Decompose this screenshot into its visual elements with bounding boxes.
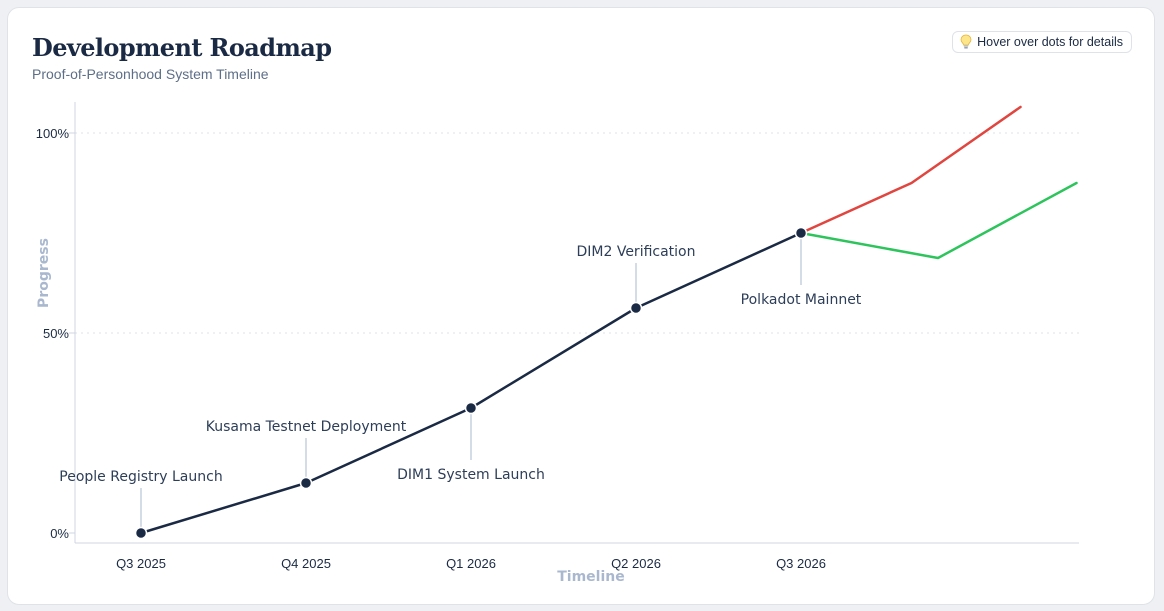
hint-text: Hover over dots for details <box>977 35 1123 49</box>
x-tick-label: Q4 2025 <box>281 556 331 571</box>
milestone-labels: People Registry Launch Kusama Testnet Dep… <box>59 244 862 485</box>
lightbulb-icon <box>960 34 972 50</box>
milestone-point[interactable] <box>794 226 808 240</box>
y-tick-label: 0% <box>50 526 69 541</box>
milestone-point[interactable] <box>464 401 478 415</box>
y-axis-title: Progress <box>36 238 52 308</box>
milestone-label: Polkadot Mainnet <box>741 292 862 308</box>
x-tick-label: Q1 2026 <box>446 556 496 571</box>
data-points[interactable] <box>134 226 808 540</box>
projection-line-2 <box>799 181 1078 260</box>
chart-title: Development Roadmap <box>32 33 332 62</box>
milestone-point[interactable] <box>629 301 643 315</box>
main-series-line <box>139 231 803 535</box>
hover-hint-badge: Hover over dots for details <box>952 31 1132 53</box>
axes: 0% 50% 100% Q3 2025 Q4 2025 Q1 2026 Q2 2026 Q3 … <box>36 102 1079 571</box>
x-tick-label: Q2 2026 <box>611 556 661 571</box>
x-tick-label: Q3 2026 <box>776 556 826 571</box>
gridlines <box>75 132 1079 334</box>
milestone-label: Kusama Testnet Deployment <box>206 419 407 435</box>
milestone-label: DIM1 System Launch <box>397 467 545 483</box>
roadmap-card: Development Roadmap Proof-of-Personhood … <box>7 7 1155 605</box>
series-lines <box>139 105 1078 535</box>
y-tick-label: 100% <box>36 126 70 141</box>
milestone-label: DIM2 Verification <box>576 244 695 260</box>
milestone-point[interactable] <box>299 476 313 490</box>
chart-subtitle: Proof-of-Personhood System Timeline <box>32 66 269 82</box>
projection-line-1 <box>799 105 1022 235</box>
x-tick-label: Q3 2025 <box>116 556 166 571</box>
x-axis-title: Timeline <box>557 569 625 585</box>
milestone-point[interactable] <box>134 526 148 540</box>
milestone-label: People Registry Launch <box>59 469 222 485</box>
y-tick-label: 50% <box>43 326 69 341</box>
label-connectors <box>140 233 802 533</box>
